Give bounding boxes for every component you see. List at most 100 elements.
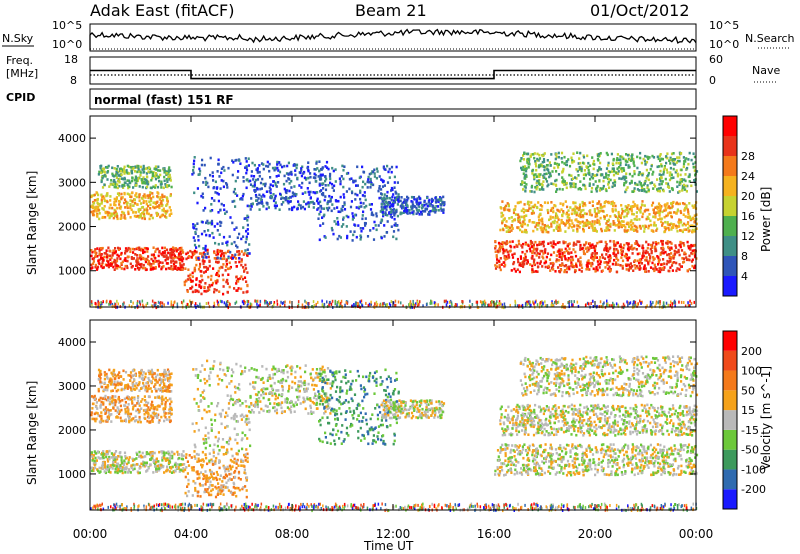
power-echo: [688, 268, 691, 271]
power-echo: [535, 223, 538, 227]
power-echo: [672, 159, 675, 163]
power-echo: [162, 252, 165, 255]
power-echo: [655, 211, 658, 214]
power-echo: [166, 202, 169, 206]
power-scatter: [155, 306, 157, 310]
power-echo: [231, 256, 234, 260]
velocity-scatter: [640, 502, 643, 506]
power-echo: [204, 249, 207, 252]
power-echo: [518, 218, 521, 221]
power-scatter: [483, 299, 486, 303]
power-echo: [202, 209, 205, 212]
power-echo: [229, 216, 232, 219]
power-echo: [663, 226, 666, 229]
power-echo: [663, 165, 666, 168]
freq-left-label-1: Freq.: [6, 54, 33, 67]
power-echo: [167, 184, 171, 187]
power-echo: [319, 178, 322, 181]
power-echo: [603, 261, 606, 264]
power-echo: [675, 269, 678, 273]
power-scatter: [174, 300, 176, 304]
power-scatter: [394, 303, 397, 307]
power-echo: [584, 187, 587, 191]
power-echo: [354, 179, 357, 183]
power-echo: [687, 226, 690, 230]
power-echo: [675, 226, 678, 230]
power-echo: [140, 178, 143, 181]
power-echo: [188, 255, 191, 258]
power-scatter: [554, 300, 556, 304]
power-echo: [540, 249, 543, 253]
power-echo: [142, 166, 145, 169]
power-echo: [620, 204, 623, 207]
power-echo: [641, 244, 644, 247]
power-echo: [375, 212, 378, 215]
power-echo: [619, 155, 622, 158]
power-echo: [654, 247, 657, 251]
power-echo: [112, 265, 115, 269]
power-echo: [682, 183, 686, 187]
power-echo: [537, 201, 540, 204]
power-scatter: [562, 303, 564, 306]
power-echo: [570, 212, 573, 216]
power-echo: [345, 225, 348, 228]
power-echo: [415, 212, 418, 215]
power-echo: [536, 261, 539, 265]
power-scatter: [469, 299, 471, 303]
power-echo: [206, 289, 209, 292]
power-echo: [620, 223, 623, 226]
power-echo: [390, 225, 393, 228]
power-echo: [217, 162, 220, 166]
power-scatter: [596, 304, 598, 308]
power-echo: [605, 253, 608, 256]
power-echo: [359, 201, 362, 205]
velocity-scatter: [380, 507, 382, 511]
power-echo: [359, 234, 362, 237]
power-echo: [120, 213, 123, 217]
power-echo: [672, 257, 675, 260]
power-echo: [542, 240, 545, 244]
power-echo: [623, 230, 627, 233]
power-echo: [199, 262, 202, 266]
power-echo: [152, 205, 155, 209]
power-echo: [577, 187, 580, 191]
power-echo: [268, 162, 271, 166]
power-echo: [594, 270, 597, 273]
power-echo: [222, 278, 225, 282]
power-echo: [519, 200, 522, 204]
power-echo: [151, 192, 154, 195]
power-echo: [635, 264, 638, 268]
power-scatter: [198, 304, 200, 308]
power-echo: [289, 200, 292, 203]
power-echo: [183, 280, 186, 284]
power-echo: [359, 227, 362, 230]
power-echo: [605, 173, 608, 177]
power-echo: [595, 252, 598, 255]
power-echo: [279, 192, 282, 196]
power-echo: [255, 195, 258, 199]
power-echo: [601, 187, 605, 190]
power-echo: [402, 211, 405, 214]
velocity-scatter: [381, 502, 383, 506]
power-echo: [541, 240, 544, 244]
power-echo: [634, 242, 637, 245]
power-echo: [530, 201, 533, 204]
power-echo: [390, 198, 393, 202]
power-echo: [591, 156, 594, 159]
power-echo: [549, 217, 552, 220]
power-scatter: [617, 304, 620, 308]
power-scatter: [110, 300, 112, 304]
power-echo: [603, 215, 606, 219]
power-echo: [103, 197, 106, 200]
power-echo: [662, 173, 665, 176]
power-echo: [248, 243, 251, 246]
power-echo: [146, 194, 149, 197]
power-scatter: [516, 304, 519, 308]
power-echo: [430, 197, 434, 201]
power-scatter: [450, 301, 453, 305]
power-echo: [150, 213, 153, 217]
power-echo: [626, 208, 629, 211]
power-echo: [285, 172, 289, 175]
power-echo: [636, 188, 639, 191]
power-echo: [636, 205, 639, 208]
